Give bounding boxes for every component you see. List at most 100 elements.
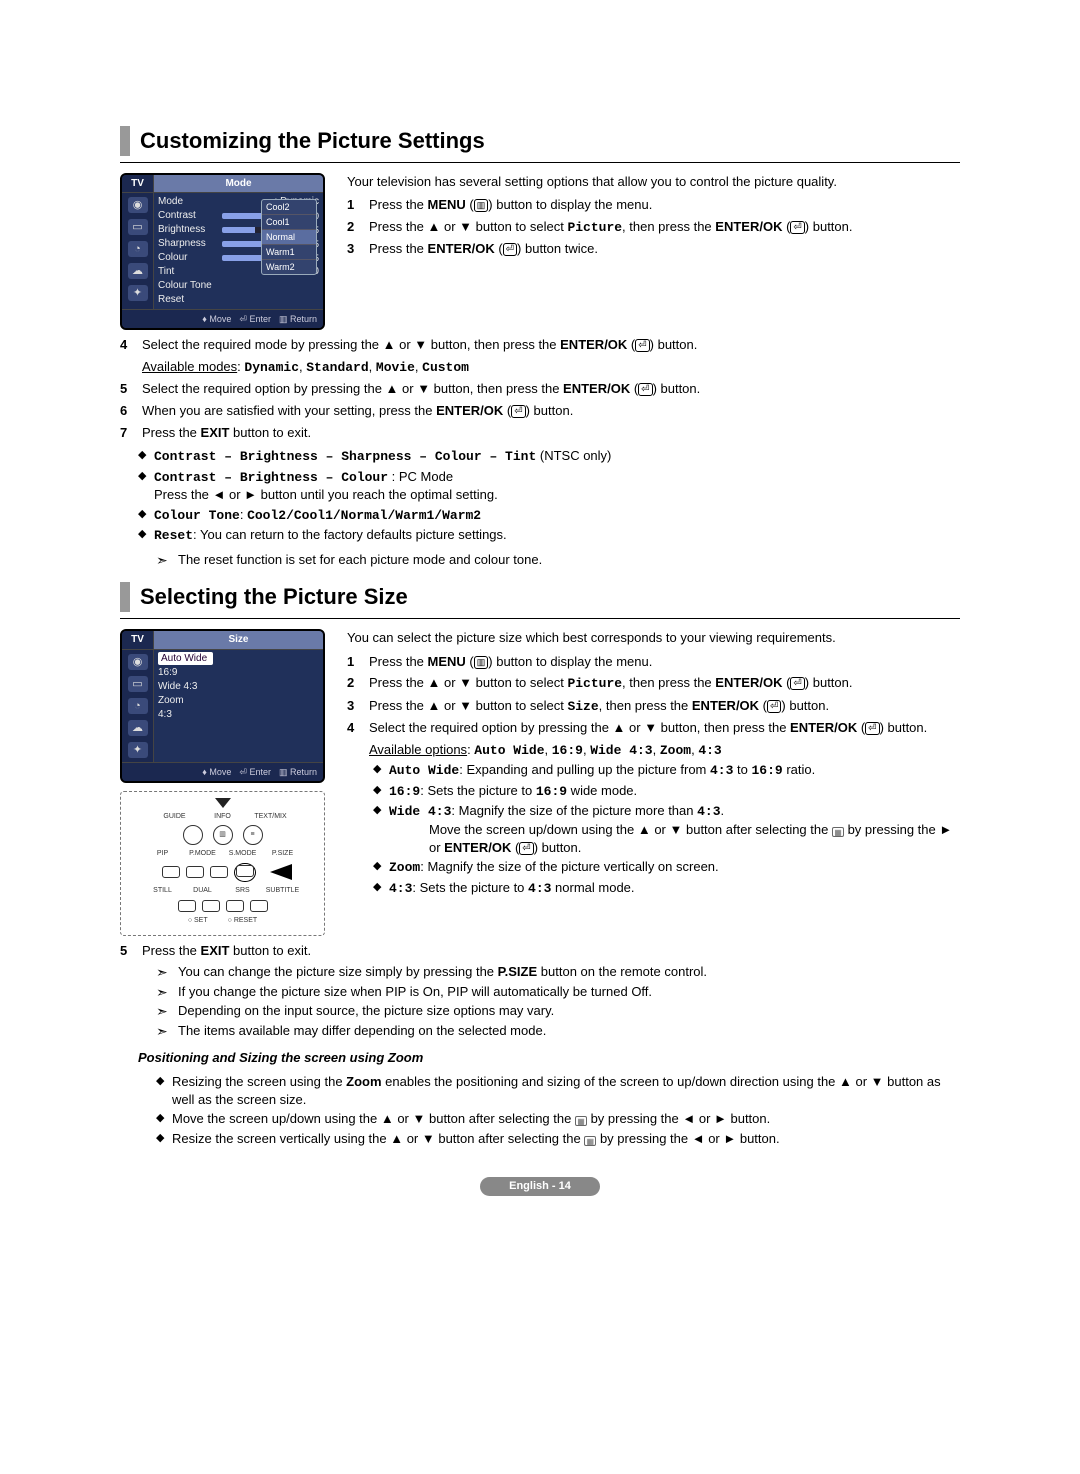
osd2-side-icons: ◉▭◔☁✦	[122, 650, 154, 762]
remote-label: GUIDE	[158, 812, 192, 821]
bullet-item: 4:3: Sets the picture to 4:3 normal mode…	[373, 879, 960, 898]
remote-label: SRS	[226, 886, 260, 895]
bullet-item: Colour Tone: Cool2/Cool1/Normal/Warm1/Wa…	[138, 506, 960, 525]
remote-pill-button	[162, 866, 180, 878]
remote-button: ≡	[243, 825, 263, 845]
available-options-line: Available options: Auto Wide, 16:9, Wide…	[347, 741, 960, 760]
osd1-container: TV Mode ◉▭◔☁✦ Mode: DynamicContrast100Br…	[120, 173, 335, 331]
bullet-item: Reset: You can return to the factory def…	[138, 526, 960, 545]
section1-title: Customizing the Picture Settings	[120, 126, 960, 156]
section2-intro: You can select the picture size which be…	[347, 629, 960, 647]
step-body: Press the ▲ or ▼ button to select Size, …	[369, 697, 960, 716]
pointer-arrow-icon	[270, 864, 292, 880]
section2-notes: You can change the picture size simply b…	[120, 963, 960, 1039]
osd-foot-enter: ⏎ Enter	[239, 313, 271, 325]
step-body: Press the EXIT button to exit.	[142, 942, 960, 960]
step-number: 4	[120, 336, 142, 354]
step-body: Select the required option by pressing t…	[369, 719, 960, 737]
step-number: 1	[347, 653, 369, 671]
osd-foot-move: ♦ Move	[202, 313, 231, 325]
zoom-bullets: Resizing the screen using the Zoom enabl…	[120, 1073, 960, 1147]
step-number: 4	[347, 719, 369, 737]
step-number	[120, 358, 142, 377]
osd-title: Mode	[154, 175, 323, 194]
step-body: Press the MENU (▥) button to display the…	[369, 196, 960, 214]
step-body: Available modes: Dynamic, Standard, Movi…	[142, 358, 960, 377]
osd-size: TV Size ◉▭◔☁✦ Auto Wide16:9Wide 4:3Zoom4…	[120, 629, 325, 783]
bullet-item: Depending on the input source, the pictu…	[156, 1002, 960, 1020]
step-body: Select the required option by pressing t…	[142, 380, 960, 398]
step-body: Press the ENTER/OK (⏎) button twice.	[369, 240, 960, 258]
step-body: Press the ▲ or ▼ button to select Pictur…	[369, 218, 960, 237]
page-footer: English - 14	[480, 1177, 600, 1196]
section1-steps-right: 1Press the MENU (▥) button to display th…	[347, 196, 960, 258]
step-number: 1	[347, 196, 369, 214]
section2-step5: 5Press the EXIT button to exit.	[120, 942, 960, 960]
remote-label: INFO	[206, 812, 240, 821]
bullet-item: You can change the picture size simply b…	[156, 963, 960, 981]
section1-steps-full: 4Select the required mode by pressing th…	[120, 336, 960, 441]
remote-pill-button	[178, 900, 196, 912]
remote-label: STILL	[146, 886, 180, 895]
remote-pill-button	[226, 900, 244, 912]
remote-button	[183, 825, 203, 845]
remote-control-diagram: GUIDEINFOTEXT/MIX ▥ ≡ PIPP.MODES.MODEP.S…	[120, 791, 325, 936]
section2-option-bullets: Auto Wide: Expanding and pulling up the …	[347, 761, 960, 897]
remote-label: TEXT/MIX	[254, 812, 288, 821]
osd-dropdown: Cool2Cool1NormalWarm1Warm2	[261, 199, 317, 276]
osd2-foot-enter: ⏎ Enter	[239, 766, 271, 778]
section1-notes: The reset function is set for each pictu…	[120, 551, 960, 569]
bullet-item: The items available may differ depending…	[156, 1022, 960, 1040]
step-number: 7	[120, 424, 142, 442]
bullet-item: Contrast – Brightness – Sharpness – Colo…	[138, 447, 960, 466]
osd2-list: Auto Wide16:9Wide 4:3Zoom4:3	[154, 650, 323, 762]
step-number: 5	[120, 380, 142, 398]
osd2-title: Size	[154, 631, 323, 650]
osd-mode: TV Mode ◉▭◔☁✦ Mode: DynamicContrast100Br…	[120, 173, 325, 331]
step-body: Select the required mode by pressing the…	[142, 336, 960, 354]
step-number: 2	[347, 674, 369, 693]
bullet-item: Wide 4:3: Magnify the size of the pictur…	[373, 802, 960, 856]
down-arrow-icon	[215, 798, 231, 808]
step-body: Press the MENU (▥) button to display the…	[369, 653, 960, 671]
remote-button: ▥	[213, 825, 233, 845]
osd-footer: ♦ Move ⏎ Enter ▥ Return	[122, 309, 323, 328]
bullet-item: Contrast – Brightness – Colour : PC Mode…	[138, 468, 960, 504]
osd-side-icons: ◉▭◔☁✦	[122, 193, 154, 309]
bullet-item: Resizing the screen using the Zoom enabl…	[156, 1073, 960, 1108]
step-number: 6	[120, 402, 142, 420]
reset-note: The reset function is set for each pictu…	[156, 551, 960, 569]
section2-title: Selecting the Picture Size	[120, 582, 960, 612]
osd2-container: TV Size ◉▭◔☁✦ Auto Wide16:9Wide 4:3Zoom4…	[120, 629, 335, 936]
osd-foot-return: ▥ Return	[279, 313, 317, 325]
psize-highlight	[234, 863, 256, 883]
step-number: 3	[347, 240, 369, 258]
remote-label: P.MODE	[186, 849, 220, 858]
osd2-tab: TV	[122, 631, 154, 650]
bullet-item: 16:9: Sets the picture to 16:9 wide mode…	[373, 782, 960, 801]
remote-label: SUBTITLE	[266, 886, 300, 895]
osd2-foot-move: ♦ Move	[202, 766, 231, 778]
remote-pill-button	[186, 866, 204, 878]
remote-label: DUAL	[186, 886, 220, 895]
zoom-subtitle: Positioning and Sizing the screen using …	[138, 1049, 960, 1067]
bullet-item: Move the screen up/down using the ▲ or ▼…	[156, 1110, 960, 1128]
remote-pill-button	[202, 900, 220, 912]
section1-bullets: Contrast – Brightness – Sharpness – Colo…	[120, 447, 960, 545]
osd-tab: TV	[122, 175, 154, 194]
bullet-item: If you change the picture size when PIP …	[156, 983, 960, 1001]
divider2	[120, 618, 960, 619]
section1-intro: Your television has several setting opti…	[347, 173, 960, 191]
bullet-item: Zoom: Magnify the size of the picture ve…	[373, 858, 960, 877]
remote-pill-button	[250, 900, 268, 912]
step-number: 2	[347, 218, 369, 237]
remote-label: P.SIZE	[266, 849, 300, 858]
bullet-item: Auto Wide: Expanding and pulling up the …	[373, 761, 960, 780]
step-body: Press the ▲ or ▼ button to select Pictur…	[369, 674, 960, 693]
remote-pill-button	[210, 866, 228, 878]
osd2-footer: ♦ Move ⏎ Enter ▥ Return	[122, 762, 323, 781]
step-body: Press the EXIT button to exit.	[142, 424, 960, 442]
section2-steps-right: 1Press the MENU (▥) button to display th…	[347, 653, 960, 737]
step-number: 3	[347, 697, 369, 716]
osd2-foot-return: ▥ Return	[279, 766, 317, 778]
